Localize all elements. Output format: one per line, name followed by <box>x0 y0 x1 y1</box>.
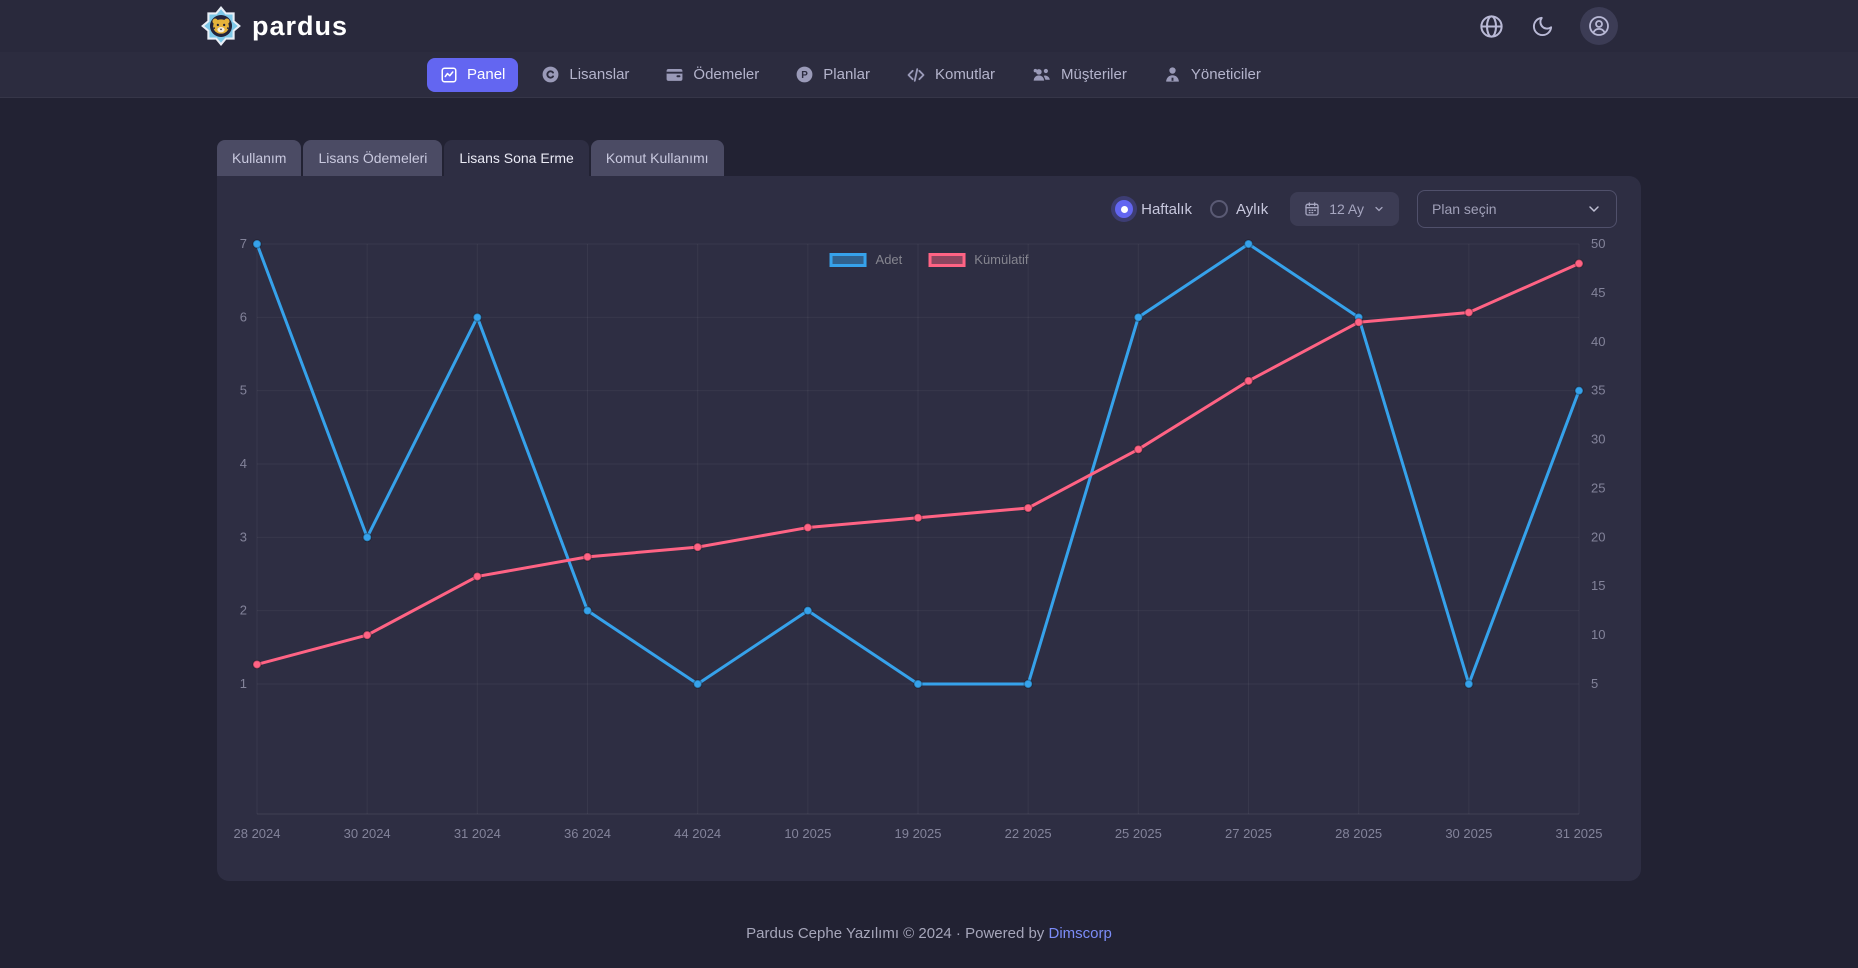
svg-text:50: 50 <box>1591 236 1605 251</box>
nav-item-musteriler[interactable]: Müşteriler <box>1018 56 1140 93</box>
svg-text:45: 45 <box>1591 285 1605 300</box>
chart-legend: Adet Kümülatif <box>829 252 1028 267</box>
footer: Pardus Cephe Yazılımı © 2024 · Powered b… <box>0 925 1858 942</box>
svg-text:20: 20 <box>1591 529 1605 544</box>
chevron-down-icon <box>1375 206 1383 212</box>
radio-unselected-icon <box>1209 200 1228 218</box>
header-actions <box>1478 7 1618 45</box>
nav-item-odemeler[interactable]: Ödemeler <box>652 57 772 92</box>
plan-select[interactable]: Plan seçin <box>1417 190 1617 228</box>
svg-text:P: P <box>801 70 808 81</box>
frequency-radio-group: Haftalık Aylık <box>1115 200 1268 218</box>
chart-line-icon <box>441 67 457 82</box>
calendar-icon <box>1305 202 1319 216</box>
radio-haftalik[interactable]: Haftalık <box>1115 200 1192 218</box>
code-icon <box>907 67 925 82</box>
header: pardus <box>0 0 1858 52</box>
footer-text: Pardus Cephe Yazılımı © 2024 · Powered b… <box>746 925 1045 942</box>
pardus-emblem-icon <box>200 5 242 47</box>
svg-text:10 2025: 10 2025 <box>784 826 831 841</box>
theme-moon-button[interactable] <box>1531 15 1554 38</box>
svg-text:36 2024: 36 2024 <box>564 826 611 841</box>
main-navbar: Panel Lisanslar Ödemeler P Planlar <box>0 52 1858 98</box>
nav-item-lisanslar[interactable]: Lisanslar <box>528 57 642 92</box>
svg-text:22 2025: 22 2025 <box>1005 826 1052 841</box>
svg-text:28 2024: 28 2024 <box>234 826 281 841</box>
chevron-down-icon <box>1589 206 1599 213</box>
brand-wordmark: pardus <box>252 3 348 43</box>
nav-item-yoneticiler[interactable]: Yöneticiler <box>1150 57 1274 92</box>
svg-text:6: 6 <box>240 309 247 324</box>
plan-circle-icon: P <box>796 66 813 83</box>
nav-item-panel[interactable]: Panel <box>427 57 519 92</box>
svg-text:25 2025: 25 2025 <box>1115 826 1162 841</box>
brand-logo[interactable]: pardus <box>200 3 348 47</box>
tab-kullanim[interactable]: Kullanım <box>217 140 302 176</box>
svg-text:5: 5 <box>1591 676 1598 691</box>
legend-swatch-blue <box>829 252 867 267</box>
legend-item-adet[interactable]: Adet <box>829 252 902 267</box>
svg-text:19 2025: 19 2025 <box>895 826 942 841</box>
radio-aylik[interactable]: Aylık <box>1209 200 1268 218</box>
svg-text:25: 25 <box>1591 480 1605 495</box>
radio-selected-icon <box>1115 200 1134 218</box>
svg-text:7: 7 <box>240 236 247 251</box>
nav-item-planlar[interactable]: P Planlar <box>782 57 883 92</box>
nav-item-komutlar[interactable]: Komutlar <box>893 57 1008 93</box>
svg-text:44 2024: 44 2024 <box>674 826 721 841</box>
svg-text:2: 2 <box>240 603 247 618</box>
avatar-icon <box>1589 16 1609 36</box>
legend-item-kumulatif[interactable]: Kümülatif <box>928 252 1028 267</box>
svg-text:28 2025: 28 2025 <box>1335 826 1382 841</box>
legend-swatch-pink <box>928 252 966 267</box>
svg-text:4: 4 <box>240 456 247 471</box>
chart-area: Adet Kümülatif 1 2 3 4 5 6 7 5 10 15 20 25 30 35 40 45 5… <box>227 232 1631 852</box>
svg-text:30 2024: 30 2024 <box>344 826 391 841</box>
admin-icon <box>1166 67 1179 82</box>
footer-link-dimscorp[interactable]: Dimscorp <box>1048 925 1112 942</box>
language-globe-button[interactable] <box>1478 13 1505 40</box>
report-tabs: Kullanım Lisans Ödemeleri Lisans Sona Er… <box>217 140 1641 176</box>
svg-text:31 2024: 31 2024 <box>454 826 501 841</box>
user-avatar-button[interactable] <box>1580 7 1618 45</box>
svg-text:3: 3 <box>240 529 247 544</box>
chart-card: Haftalık Aylık 12 Ay <box>217 176 1641 881</box>
main-content: Kullanım Lisans Ödemeleri Lisans Sona Er… <box>217 140 1641 881</box>
copyright-icon <box>542 66 559 83</box>
svg-text:30 2025: 30 2025 <box>1445 826 1492 841</box>
svg-text:40: 40 <box>1591 334 1605 349</box>
svg-text:35: 35 <box>1591 383 1605 398</box>
tab-komut-kullanimi[interactable]: Komut Kullanımı <box>590 140 724 176</box>
svg-text:31 2025: 31 2025 <box>1556 826 1603 841</box>
svg-text:27 2025: 27 2025 <box>1225 826 1272 841</box>
svg-text:30: 30 <box>1591 432 1605 447</box>
wallet-icon <box>666 68 683 81</box>
tab-lisans-sona-erme[interactable]: Lisans Sona Erme <box>444 140 589 176</box>
svg-text:5: 5 <box>240 383 247 398</box>
chart-controls: Haftalık Aylık 12 Ay <box>217 176 1641 228</box>
svg-text:1: 1 <box>240 676 247 691</box>
users-icon <box>1033 68 1050 81</box>
svg-text:15: 15 <box>1591 578 1605 593</box>
svg-text:10: 10 <box>1591 627 1605 642</box>
tab-lisans-odemeleri[interactable]: Lisans Ödemeleri <box>303 140 443 176</box>
range-dropdown-button[interactable]: 12 Ay <box>1290 192 1399 226</box>
